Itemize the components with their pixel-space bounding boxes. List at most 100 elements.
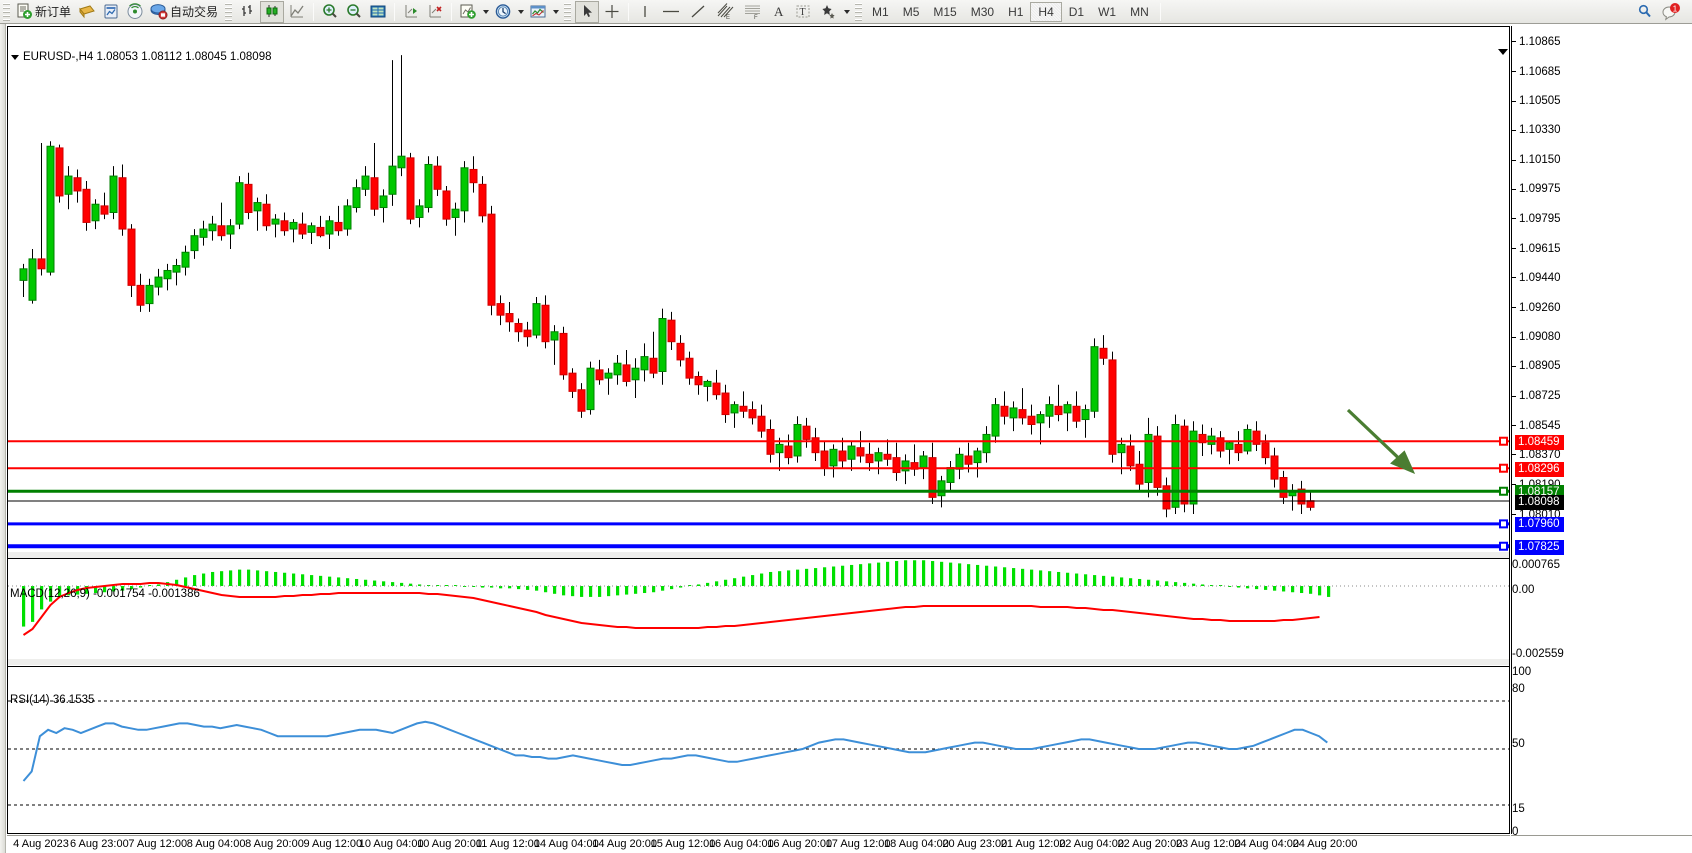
signals-button[interactable] xyxy=(124,1,146,23)
price-badge-support-2[interactable]: 1.07825 xyxy=(1515,539,1564,555)
chart-toggle-caret-icon[interactable] xyxy=(1498,49,1508,55)
shapes-button[interactable] xyxy=(816,1,840,23)
price-badge-support-1[interactable]: 1.07960 xyxy=(1515,517,1564,533)
chart-plot-frame[interactable] xyxy=(7,26,1510,834)
toolbar-grip[interactable] xyxy=(3,2,10,21)
market-watch-button[interactable] xyxy=(100,1,122,23)
toolbar-grip-3[interactable] xyxy=(564,2,572,21)
timeframe-w1[interactable]: W1 xyxy=(1098,4,1117,19)
timeframe-m15[interactable]: M15 xyxy=(933,4,957,19)
candle-bullish xyxy=(1009,407,1018,419)
horizontal-line-button[interactable] xyxy=(658,1,684,23)
candle-bearish xyxy=(667,319,676,343)
price-badge-bid-price[interactable]: 1.08098 xyxy=(1515,494,1564,510)
indicators-dropdown-arrow[interactable] xyxy=(480,1,491,23)
macd-histogram-bar xyxy=(607,586,611,597)
timeframe-d1[interactable]: D1 xyxy=(1068,4,1085,19)
time-tick-label: 8 Aug 04:00 xyxy=(186,838,246,850)
templates-dropdown-arrow[interactable] xyxy=(550,1,561,23)
auto-trading-button[interactable]: 自动交易 xyxy=(148,1,221,23)
expert-advisors-button[interactable] xyxy=(76,1,98,23)
periods-button[interactable] xyxy=(492,1,514,23)
candlestick-chart-button[interactable] xyxy=(260,0,285,23)
pane-divider-2[interactable] xyxy=(8,659,1509,665)
candle-bullish xyxy=(271,218,280,225)
chart-scale-bar[interactable] xyxy=(0,24,6,853)
time-axis[interactable]: 4 Aug 2023 6 Aug 23:00 7 Aug 12:00 8 Aug 04… xyxy=(7,835,1510,853)
candle-bullish xyxy=(91,203,100,222)
crosshair-icon xyxy=(605,5,619,18)
toolbar-grip-2[interactable] xyxy=(225,2,233,21)
chart-area[interactable]: EURUSD-,H4 1.08053 1.08112 1.08045 1.080… xyxy=(0,24,1692,853)
level-handle-resistance-2[interactable] xyxy=(1499,463,1508,473)
trendline-icon xyxy=(691,5,705,18)
equidistant-channel-button[interactable]: E xyxy=(712,1,738,23)
timeframe-m5[interactable]: M5 xyxy=(902,4,920,19)
timeframe-h1[interactable]: H1 xyxy=(1008,4,1024,19)
notifications-button[interactable]: 1 xyxy=(1658,1,1684,23)
add-indicator-icon xyxy=(460,4,476,19)
timeframe-m1[interactable]: M1 xyxy=(872,4,889,19)
price-badge-resistance-2[interactable]: 1.08296 xyxy=(1515,461,1564,477)
crosshair-button[interactable] xyxy=(601,1,623,23)
candle-bearish xyxy=(514,322,523,333)
zoom-out-button[interactable] xyxy=(343,1,365,23)
line-chart-button[interactable] xyxy=(286,1,308,23)
macd-pane[interactable] xyxy=(8,558,1509,658)
indicators-button[interactable] xyxy=(457,1,479,23)
macd-histogram-bar xyxy=(391,582,395,586)
candle-bearish xyxy=(1027,415,1036,425)
search-icon xyxy=(1638,4,1651,18)
text-label-button[interactable]: T xyxy=(792,1,814,23)
data-window-button[interactable] xyxy=(367,1,389,23)
vertical-line-button[interactable] xyxy=(634,1,656,23)
timeframe-h4[interactable]: H4 xyxy=(1030,1,1062,22)
auto-scroll-button[interactable] xyxy=(400,1,422,23)
time-tick-label: 8 Aug 20:00 xyxy=(245,838,304,850)
price-tick: 1.10505 xyxy=(1512,95,1561,107)
macd-histogram-bar xyxy=(751,575,755,586)
timeframe-m30[interactable]: M30 xyxy=(970,4,995,19)
candle-bullish xyxy=(307,225,316,233)
candlestick-icon xyxy=(266,5,278,17)
toolbar-grip-4[interactable] xyxy=(855,2,863,21)
macd-histogram-bar xyxy=(634,586,638,594)
periods-dropdown-arrow[interactable] xyxy=(515,1,526,23)
level-handle-support-1[interactable] xyxy=(1499,519,1508,529)
fibonacci-button[interactable]: F xyxy=(740,1,766,23)
notification-badge-count: 1 xyxy=(1673,3,1678,13)
price-tick: 1.09975 xyxy=(1512,183,1561,195)
level-handle-entry-level[interactable] xyxy=(1499,486,1508,496)
macd-histogram-bar xyxy=(1264,586,1268,590)
pane-divider-1[interactable] xyxy=(8,552,1509,558)
macd-histogram-bar xyxy=(958,563,962,586)
macd-histogram-bar xyxy=(130,586,134,590)
price-badge-resistance-1[interactable]: 1.08459 xyxy=(1515,434,1564,450)
level-handle-support-2[interactable] xyxy=(1499,541,1508,551)
bar-chart-button[interactable] xyxy=(236,1,258,23)
new-order-button[interactable]: 新订单 xyxy=(14,1,74,23)
cursor-button[interactable] xyxy=(575,0,600,23)
templates-button[interactable] xyxy=(527,1,549,23)
macd-histogram-bar xyxy=(103,586,107,593)
macd-histogram-bar xyxy=(616,586,620,596)
candle-bullish xyxy=(1171,424,1180,508)
candle-bullish xyxy=(586,367,595,411)
shapes-dropdown-arrow[interactable] xyxy=(841,1,852,23)
timeframe-mn[interactable]: MN xyxy=(1130,4,1149,19)
trendline-button[interactable] xyxy=(686,1,710,23)
toolbar-separator-2 xyxy=(394,2,396,21)
level-handle-resistance-1[interactable] xyxy=(1499,436,1508,446)
chart-shift-button[interactable] xyxy=(424,1,446,23)
auto-scroll-icon xyxy=(405,5,418,18)
zoom-in-button[interactable] xyxy=(319,1,341,23)
time-tick-label: 11 Aug 12:00 xyxy=(475,838,540,850)
macd-tick: 0.000765 xyxy=(1512,559,1560,571)
search-button[interactable] xyxy=(1634,1,1656,23)
rsi-pane[interactable] xyxy=(8,666,1509,833)
price-axis[interactable]: 1.10865 1.10685 1.10505 1.10330 1.10150 1.099… xyxy=(1511,26,1692,838)
price-tick-label: 1.09615 xyxy=(1519,242,1561,255)
price-pane[interactable] xyxy=(8,27,1509,557)
chart-collapse-caret-icon[interactable] xyxy=(11,54,19,60)
text-button[interactable]: A xyxy=(768,1,790,23)
